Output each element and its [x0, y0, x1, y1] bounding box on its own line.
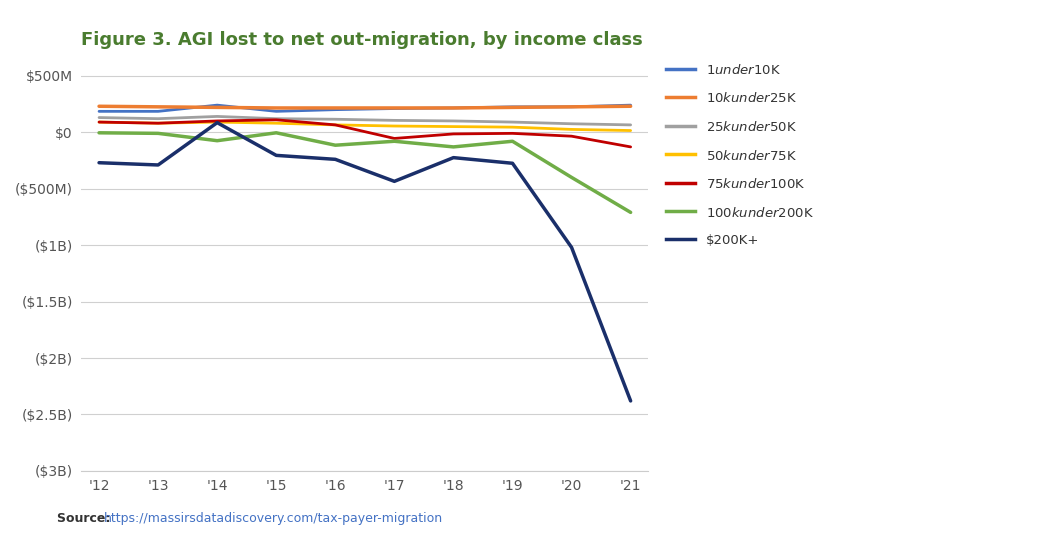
Legend: $1 under $10K, $10k under $25K, $25k under $50K, $50k under $75K, $75k under $10: $1 under $10K, $10k under $25K, $25k und…	[666, 63, 814, 248]
Text: Figure 3. AGI lost to net out-migration, by income class: Figure 3. AGI lost to net out-migration,…	[81, 31, 643, 49]
Text: Source:: Source:	[57, 513, 115, 525]
Text: https://massirsdatadiscovery.com/tax-payer-migration: https://massirsdatadiscovery.com/tax-pay…	[104, 513, 443, 525]
